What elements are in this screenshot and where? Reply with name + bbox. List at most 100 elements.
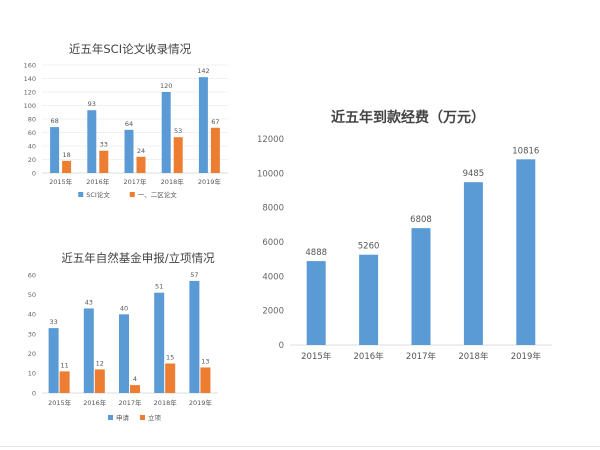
data-label: 4888 [305,248,327,258]
chart-title: 近五年自然基金申报/立项情况 [61,251,215,265]
bar [124,129,134,173]
y-tick-label: 160 [24,61,36,69]
y-tick-label: 100 [24,102,36,110]
legend-label: SCI论文 [86,190,110,199]
data-label: 43 [85,298,93,306]
data-label: 24 [137,147,145,155]
y-tick-label: 50 [28,291,36,299]
legend-swatch [78,192,84,197]
data-label: 4 [133,375,137,383]
data-label: 68 [50,117,58,125]
bar [83,308,94,393]
y-tick-label: 20 [28,350,36,358]
data-label: 12 [96,359,104,367]
bar [411,228,431,345]
data-label: 6808 [410,215,432,225]
bar [48,328,59,393]
y-tick-label: 40 [28,311,36,319]
bar [130,385,140,393]
x-tick-label: 2017年 [406,351,437,362]
bar [210,127,220,173]
bar [165,363,176,393]
bar [94,369,105,393]
x-tick-label: 2018年 [154,398,178,407]
y-tick-label: 40 [28,142,36,150]
bar [359,254,379,345]
y-tick-label: 80 [28,115,36,123]
data-label: 5260 [358,242,380,252]
legend-label: 立项 [148,413,162,422]
x-tick-label: 2019年 [198,177,222,186]
data-label: 13 [201,357,209,365]
x-tick-label: 2019年 [511,351,542,362]
data-label: 67 [211,118,219,126]
x-tick-label: 2018年 [161,177,185,186]
data-label: 93 [88,100,96,108]
bar [516,159,536,345]
x-tick-label: 2015年 [48,398,72,407]
data-label: 40 [120,304,128,312]
data-label: 10816 [512,146,539,156]
x-tick-label: 2016年 [86,177,110,186]
y-tick-label: 12000 [257,135,284,145]
bar [87,110,97,173]
y-tick-label: 2000 [262,307,284,317]
bar [99,150,109,173]
y-tick-label: 10 [28,370,36,378]
bar [200,367,211,393]
bar [59,371,70,393]
data-label: 64 [125,120,133,128]
bar [136,156,146,173]
legend-label: 一、二区论文 [138,190,178,199]
x-tick-label: 2017年 [123,177,147,186]
y-tick-label: 120 [24,88,36,96]
x-tick-label: 2016年 [83,398,107,407]
legend-swatch [129,192,135,197]
legend-label: 申请 [116,413,130,422]
y-tick-label: 60 [28,129,36,137]
data-label: 57 [190,271,198,279]
bar [306,261,326,345]
y-tick-label: 6000 [262,238,284,248]
data-label: 142 [197,67,209,75]
funding-chart: 近五年到款经费（万元） 0 2000 4000 6000 8000 10000 12000 48… [257,109,552,362]
data-label: 33 [49,318,57,326]
bar [161,92,171,173]
sci-papers-chart: 近五年SCI论文收录情况 0 20 40 60 80 100 120 140 160 68 18 201… [24,42,228,199]
bar [173,137,183,173]
bar [50,127,60,173]
y-tick-label: 60 [28,271,36,279]
y-tick-label: 8000 [262,204,284,214]
x-tick-label: 2015年 [49,177,73,186]
chart-title: 近五年到款经费（万元） [331,109,485,126]
x-tick-label: 2019年 [189,398,213,407]
y-tick-label: 30 [28,330,36,338]
data-label: 9485 [463,169,485,179]
data-label: 51 [155,283,163,291]
y-tick-label: 20 [28,156,36,164]
y-tick-label: 4000 [262,272,284,282]
x-tick-label: 2017年 [118,398,142,407]
bar [119,314,129,393]
bar [189,280,200,393]
bar [198,77,208,173]
nsf-grants-chart: 近五年自然基金申报/立项情况 0 10 20 30 40 50 60 33 11 2015年 43 12… [28,251,218,422]
chart-title: 近五年SCI论文收录情况 [69,42,192,56]
y-tick-label: 0 [32,389,36,397]
y-tick-label: 0 [279,341,284,351]
data-label: 33 [100,141,108,149]
data-label: 15 [166,354,174,362]
x-tick-label: 2018年 [458,351,489,362]
bottom-divider [0,446,600,447]
y-tick-label: 10000 [257,169,284,179]
legend-swatch [140,415,145,420]
data-label: 120 [160,82,172,90]
bar [154,292,165,393]
y-tick-label: 140 [24,75,36,83]
bar [463,182,483,345]
bar [62,160,72,173]
data-label: 18 [62,151,70,159]
x-tick-label: 2016年 [354,351,385,362]
